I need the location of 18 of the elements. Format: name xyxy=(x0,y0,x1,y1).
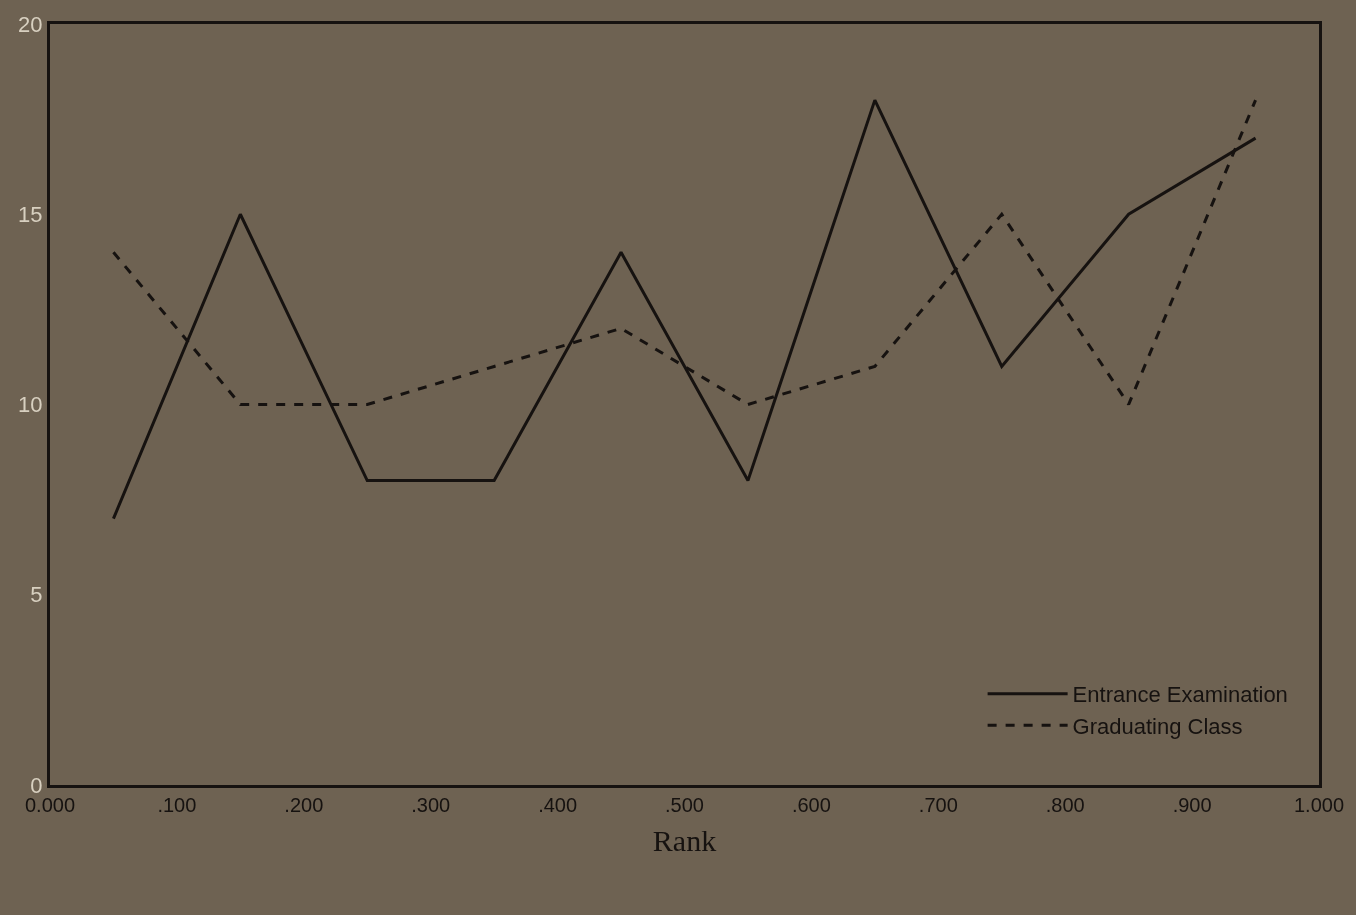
x-tick-label: .400 xyxy=(538,794,578,816)
y-tick-label: 15 xyxy=(18,201,43,227)
y-tick-label: 10 xyxy=(18,392,43,418)
legend-label: Entrance Examination xyxy=(1072,682,1288,708)
x-tick-label: .300 xyxy=(411,794,451,816)
x-tick-label: .600 xyxy=(791,794,831,816)
x-tick-label: .500 xyxy=(665,794,704,816)
y-tick-label: 20 xyxy=(18,11,43,37)
x-tick-label: 1.000 xyxy=(1293,794,1345,816)
y-tick-label: 5 xyxy=(30,582,43,608)
x-tick-label: .200 xyxy=(284,794,324,816)
x-tick-label: .700 xyxy=(918,794,958,816)
x-tick-label: .100 xyxy=(157,794,197,816)
x-axis-title: Rank xyxy=(652,823,717,857)
line-series xyxy=(111,98,1258,521)
legend-label: Graduating Class xyxy=(1072,713,1243,739)
x-tick-label: .900 xyxy=(1172,794,1212,816)
x-tick-label: .800 xyxy=(1045,794,1085,816)
